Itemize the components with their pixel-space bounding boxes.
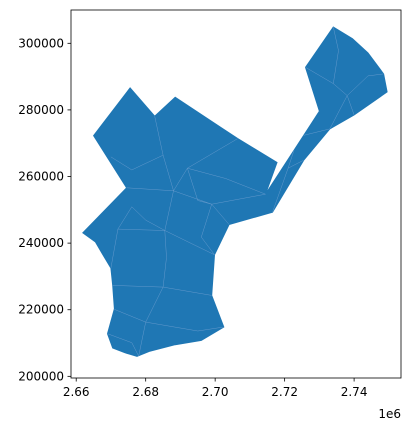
y-tick-label-5: 280000 xyxy=(18,103,64,117)
y-tick-label-2: 220000 xyxy=(18,303,64,317)
x-axis-offset-label: 1e6 xyxy=(378,407,401,421)
map-layer xyxy=(82,26,388,357)
x-tick-label-4: 2.72 xyxy=(271,385,298,399)
boundary-line-10 xyxy=(187,167,266,195)
boundary-line-6 xyxy=(110,154,164,171)
y-tick-label-1: 200000 xyxy=(18,369,64,383)
boundary-line-17 xyxy=(107,333,139,357)
boundary-line-16 xyxy=(333,27,339,84)
x-tick-label-5: 2.74 xyxy=(341,385,368,399)
boundary-line-4 xyxy=(126,187,266,205)
y-tick-label-4: 260000 xyxy=(18,170,64,184)
boundary-line-8 xyxy=(138,230,167,357)
city-outline xyxy=(82,26,388,357)
y-tick-label-3: 240000 xyxy=(18,236,64,250)
axes-layer: 2.66 2.68 2.70 2.72 2.74 200000 220000 240000 26… xyxy=(18,9,402,399)
boundary-line-14 xyxy=(298,95,355,137)
boundary-line-3 xyxy=(164,138,238,231)
boundary-line-15 xyxy=(305,67,384,96)
boundary-line-11 xyxy=(201,203,230,255)
x-tick-label-3: 2.70 xyxy=(202,385,229,399)
x-tick-label-1: 2.66 xyxy=(63,385,90,399)
y-tick-label-6: 300000 xyxy=(18,36,64,50)
x-tick-label-2: 2.68 xyxy=(132,385,159,399)
boundary-line-18 xyxy=(131,206,165,231)
boundary-line-9 xyxy=(112,308,224,332)
axes-frame xyxy=(70,9,402,379)
boundary-line-19 xyxy=(187,168,212,205)
